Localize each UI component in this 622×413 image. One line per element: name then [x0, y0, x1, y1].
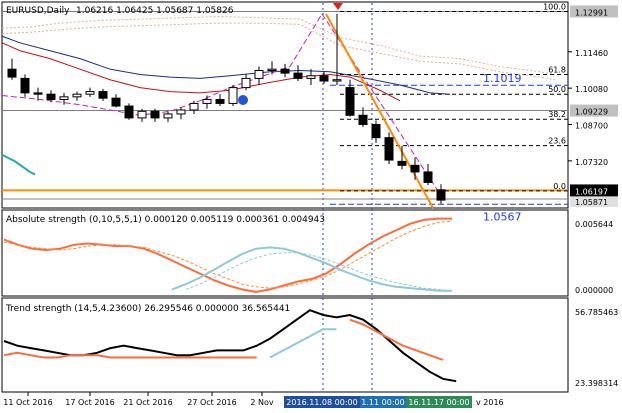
- candle-body[interactable]: [306, 75, 316, 79]
- candle-body[interactable]: [267, 68, 277, 71]
- ma-red-line: [1, 42, 401, 102]
- candle-body[interactable]: [124, 105, 134, 119]
- price-tag-bg: [570, 104, 618, 117]
- candle-body[interactable]: [345, 87, 355, 116]
- indicator-series-line: [3, 217, 452, 294]
- indicator-axis-tick: 23.398314: [575, 379, 618, 388]
- candle-body[interactable]: [111, 97, 121, 107]
- signal-dot-icon: [238, 95, 248, 105]
- candle-body[interactable]: [150, 110, 160, 119]
- candle-body[interactable]: [202, 98, 212, 104]
- indicator-series-line: [3, 220, 453, 289]
- candle-body[interactable]: [436, 189, 446, 201]
- ohlc-label: 1.06216 1.06425 1.05687 1.05826: [76, 6, 234, 16]
- time-tag-bg: [284, 396, 360, 408]
- price-tag-bg: [570, 197, 618, 208]
- candle-body[interactable]: [59, 96, 69, 100]
- candle-body[interactable]: [319, 75, 329, 82]
- candle-body[interactable]: [254, 69, 264, 79]
- absolute-strength-layer: [3, 217, 453, 294]
- candle-body[interactable]: [371, 123, 381, 139]
- candle-body[interactable]: [384, 137, 394, 161]
- price-axis-tick: 1.08700: [575, 121, 608, 130]
- candle-body[interactable]: [280, 68, 290, 74]
- trend-up-line: [1, 13, 323, 116]
- absolute-strength-label: Absolute strength (0,10,5,5,1) 0.000120 …: [6, 215, 325, 225]
- candle-body[interactable]: [397, 160, 407, 166]
- time-axis-tick: 2 Nov: [250, 398, 274, 407]
- time-tag-bg: [360, 396, 406, 408]
- trend-strength-panel[interactable]: [1, 297, 569, 393]
- teal-line: [1, 153, 36, 176]
- candle-body[interactable]: [215, 98, 225, 104]
- time-tag-label: 2016.11.08 00:00: [286, 398, 357, 407]
- price-axis-tick: 1.05871: [575, 198, 608, 207]
- symbol-label: EURUSD,Daily: [6, 6, 70, 16]
- candle-body[interactable]: [358, 114, 368, 125]
- price-axis-tick: 1.10080: [575, 85, 608, 94]
- candle-body[interactable]: [241, 77, 251, 89]
- envelope-upper-line: [1, 15, 556, 75]
- indicator-axis-tick: 0.000000: [575, 286, 613, 295]
- time-axis-tick: 17 Oct 2016: [65, 398, 114, 407]
- price-axis-tick: 1.07320: [575, 158, 608, 167]
- time-axis-tail: v 2016: [476, 398, 504, 407]
- indicator-series-line: [171, 246, 452, 292]
- indicator-series-line: [269, 328, 337, 359]
- indicator-series-line: [185, 252, 453, 292]
- axis-layer: 1.12991 1.11460 1.10080 1.09229 1.08700 1.073…: [3, 5, 618, 408]
- target-level-label: 1.1019: [483, 72, 522, 85]
- candle-body[interactable]: [293, 72, 303, 79]
- ma-blue-line: [1, 35, 451, 95]
- fib-level-label: 38.2: [548, 110, 566, 119]
- candle-body[interactable]: [423, 171, 433, 183]
- candle-body[interactable]: [72, 93, 82, 98]
- fib-level-label: 50.0: [548, 85, 566, 94]
- time-axis-tick: 27 Oct 2016: [187, 398, 236, 407]
- fib-level-label: 100.0: [543, 2, 566, 11]
- candle-body[interactable]: [85, 91, 95, 95]
- trend-down-line: [321, 13, 439, 192]
- time-tag-bg: [406, 396, 472, 408]
- price-tag-bg: [570, 5, 618, 18]
- indicator-axis-tick: 0.005644: [575, 220, 613, 229]
- price-layer: 100.0 61.8 50.0 38.2 23.6 0.0 1.1019 1.0567: [1, 2, 568, 392]
- envelope-lower-line: [1, 22, 556, 81]
- candle-body[interactable]: [33, 92, 43, 95]
- fib-level-label: 61.8: [548, 65, 566, 74]
- trend-strength-layer: [3, 309, 457, 383]
- candle-body[interactable]: [228, 87, 238, 104]
- time-axis-tick: 21 Oct 2016: [123, 398, 172, 407]
- trend-strength-label: Trend strength (14,5,4.23600) 26.295546 …: [5, 304, 290, 314]
- time-axis-tick: 11 Oct 2016: [3, 398, 52, 407]
- candle-body[interactable]: [163, 113, 173, 119]
- candle-body[interactable]: [7, 68, 17, 78]
- time-tag-label: 1.11 00:00: [361, 398, 404, 407]
- candle-body[interactable]: [176, 109, 186, 115]
- current-price-tag-bg: [570, 184, 618, 197]
- candle-body[interactable]: [332, 79, 342, 82]
- price-axis-tick: 1.09229: [575, 108, 608, 117]
- indicator-series-line: [3, 351, 257, 359]
- fib-level-label: 23.6: [548, 137, 566, 146]
- price-axis-tick: 1.12991: [575, 8, 608, 17]
- target-level-label: 1.0567: [483, 210, 522, 223]
- indicator-series-line: [349, 318, 444, 361]
- candle-body[interactable]: [410, 164, 420, 173]
- top-marker-icon: [333, 3, 343, 10]
- price-axis-tick: 1.06197: [575, 187, 608, 196]
- price-panel[interactable]: [1, 1, 569, 209]
- candle-body[interactable]: [46, 93, 56, 100]
- candle-body[interactable]: [137, 110, 147, 119]
- candle-body[interactable]: [189, 102, 199, 111]
- candle-body[interactable]: [98, 91, 108, 99]
- price-axis-tick: 1.11460: [575, 49, 608, 58]
- candle-body[interactable]: [20, 77, 30, 94]
- time-tag-label: 16.11.17 00:00: [408, 398, 469, 407]
- fib-level-label: 0.0: [553, 182, 566, 191]
- indicator-axis-tick: 56.785463: [575, 308, 618, 317]
